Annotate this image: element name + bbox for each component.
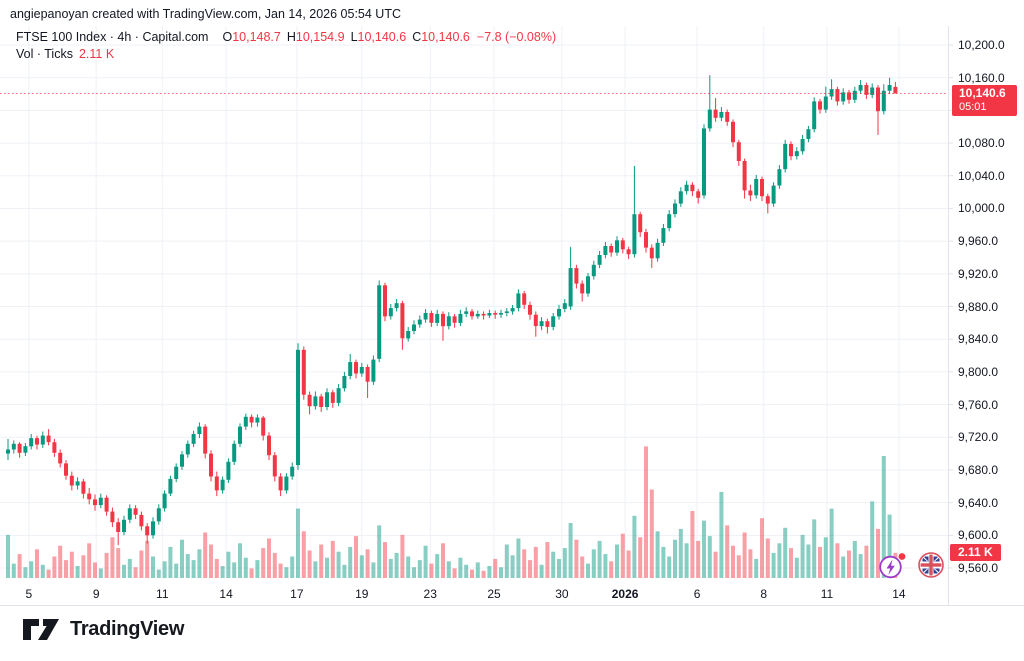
time-tick-label: 2026 — [611, 587, 639, 601]
price-tick-label: 9,880.0 — [958, 299, 999, 314]
price-tick-label: 9,640.0 — [958, 495, 999, 510]
volume-legend: Vol · Ticks 2.11 K — [16, 47, 114, 61]
streak-lightning-button[interactable] — [877, 549, 907, 581]
chart-attribution: angiepanoyan created with TradingView.co… — [10, 7, 401, 21]
time-tick-label: 17 — [290, 587, 304, 601]
time-tick-label: 9 — [92, 587, 100, 601]
volume-legend-value: 2.11 K — [78, 47, 115, 61]
ohlc-high-label: H — [286, 30, 296, 44]
price-tick-label: 9,600.0 — [958, 528, 999, 543]
ohlc-open-label: O — [222, 30, 233, 44]
price-tick-label: 9,960.0 — [958, 234, 999, 249]
time-tick-label: 23 — [423, 587, 437, 601]
ohlc-close-label: C — [412, 30, 422, 44]
symbol-title[interactable]: FTSE 100 Index · 4h · Capital.com — [16, 30, 209, 44]
time-tick-label: 11 — [156, 587, 169, 601]
price-tick-label: 10,080.0 — [958, 136, 1005, 151]
volume-legend-label[interactable]: Vol · Ticks — [16, 47, 73, 61]
last-price-value: 10,140.6 — [959, 86, 1006, 101]
volume-series — [6, 446, 898, 579]
price-tick-label: 10,160.0 — [958, 70, 1005, 85]
time-tick-label: 19 — [355, 587, 369, 601]
time-tick-label: 14 — [219, 587, 233, 601]
tradingview-logo[interactable]: TradingView — [22, 617, 184, 642]
volume-axis-label: 2.11 K — [950, 544, 1001, 561]
ohlc-low-label: L — [350, 30, 358, 44]
price-tick-label: 9,560.0 — [958, 561, 999, 575]
price-tick-label: 9,680.0 — [958, 462, 999, 477]
lightning-icon — [879, 553, 906, 579]
price-tick-label: 10,000.0 — [958, 201, 1005, 216]
price-tick-label: 9,760.0 — [958, 397, 999, 412]
time-tick-label: 25 — [487, 587, 501, 601]
price-tick-label: 9,720.0 — [958, 430, 999, 445]
symbol-legend: FTSE 100 Index · 4h · Capital.com O10,148… — [16, 30, 556, 44]
time-tick-label: 14 — [892, 587, 906, 601]
price-tick-label: 9,920.0 — [958, 266, 999, 281]
tradingview-logo-icon — [23, 619, 59, 640]
time-tick-label: 11 — [820, 587, 834, 601]
ohlc-open-value: 10,148.7 — [232, 30, 281, 44]
ohlc-low-value: 10,140.6 — [357, 30, 407, 44]
last-price-label: 10,140.6 05:01 — [952, 85, 1017, 117]
time-tick-label: 30 — [555, 587, 569, 601]
time-tick-label: 8 — [760, 587, 768, 601]
price-tick-label: 9,840.0 — [958, 332, 999, 347]
candlestick-series — [6, 75, 898, 546]
price-tick-label: 10,200.0 — [958, 38, 1005, 52]
time-tick-label: 5 — [25, 587, 33, 601]
notification-dot — [898, 553, 906, 560]
tradingview-logo-text: TradingView — [70, 618, 185, 640]
bar-countdown: 05:01 — [959, 100, 987, 113]
ohlc-close-value: 10,140.6 — [421, 30, 470, 44]
time-tick-label: 6 — [693, 587, 701, 601]
uk-flag-icon — [917, 551, 945, 579]
price-tick-label: 10,040.0 — [958, 168, 1005, 183]
price-tick-label: 9,800.0 — [958, 364, 999, 379]
ohlc-high-value: 10,154.9 — [295, 30, 345, 44]
price-change: −7.8 (−0.08%) — [476, 30, 557, 44]
